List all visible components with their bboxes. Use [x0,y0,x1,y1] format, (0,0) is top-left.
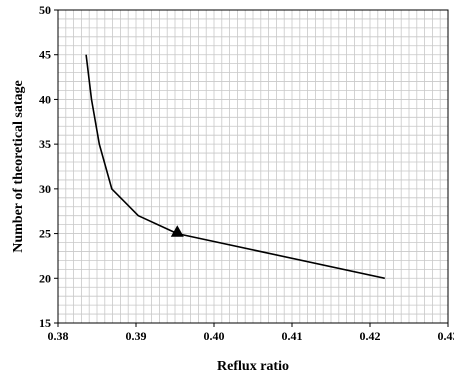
y-tick-label: 20 [39,271,51,285]
y-axis-label: Number of theoretical satage [11,80,26,253]
triangle-marker [170,225,184,237]
x-tick-label: 0.39 [126,329,147,343]
series-line [85,54,385,280]
x-tick-label: 0.43 [438,329,454,343]
x-tick-label: 0.38 [48,329,69,343]
x-tick-label: 0.42 [360,329,381,343]
x-axis-label: Reflux ratio [217,359,289,374]
y-tick-label: 15 [39,316,51,330]
y-tick-label: 45 [39,48,51,62]
tick-labels: 0.38 0.39 0.40 0.41 0.42 0.43 15 20 25 30 35 40 45 50 [39,3,454,343]
x-tick-label: 0.40 [204,329,225,343]
x-tick-label: 0.41 [282,329,303,343]
y-tick-label: 50 [39,3,51,17]
y-tick-label: 35 [39,137,51,151]
y-tick-label: 40 [39,92,51,106]
ticks [54,9,449,327]
y-tick-label: 30 [39,182,51,196]
y-tick-label: 25 [39,227,51,241]
plot-frame [57,9,449,324]
marker [170,225,184,237]
grid [58,10,448,323]
series [85,54,385,280]
